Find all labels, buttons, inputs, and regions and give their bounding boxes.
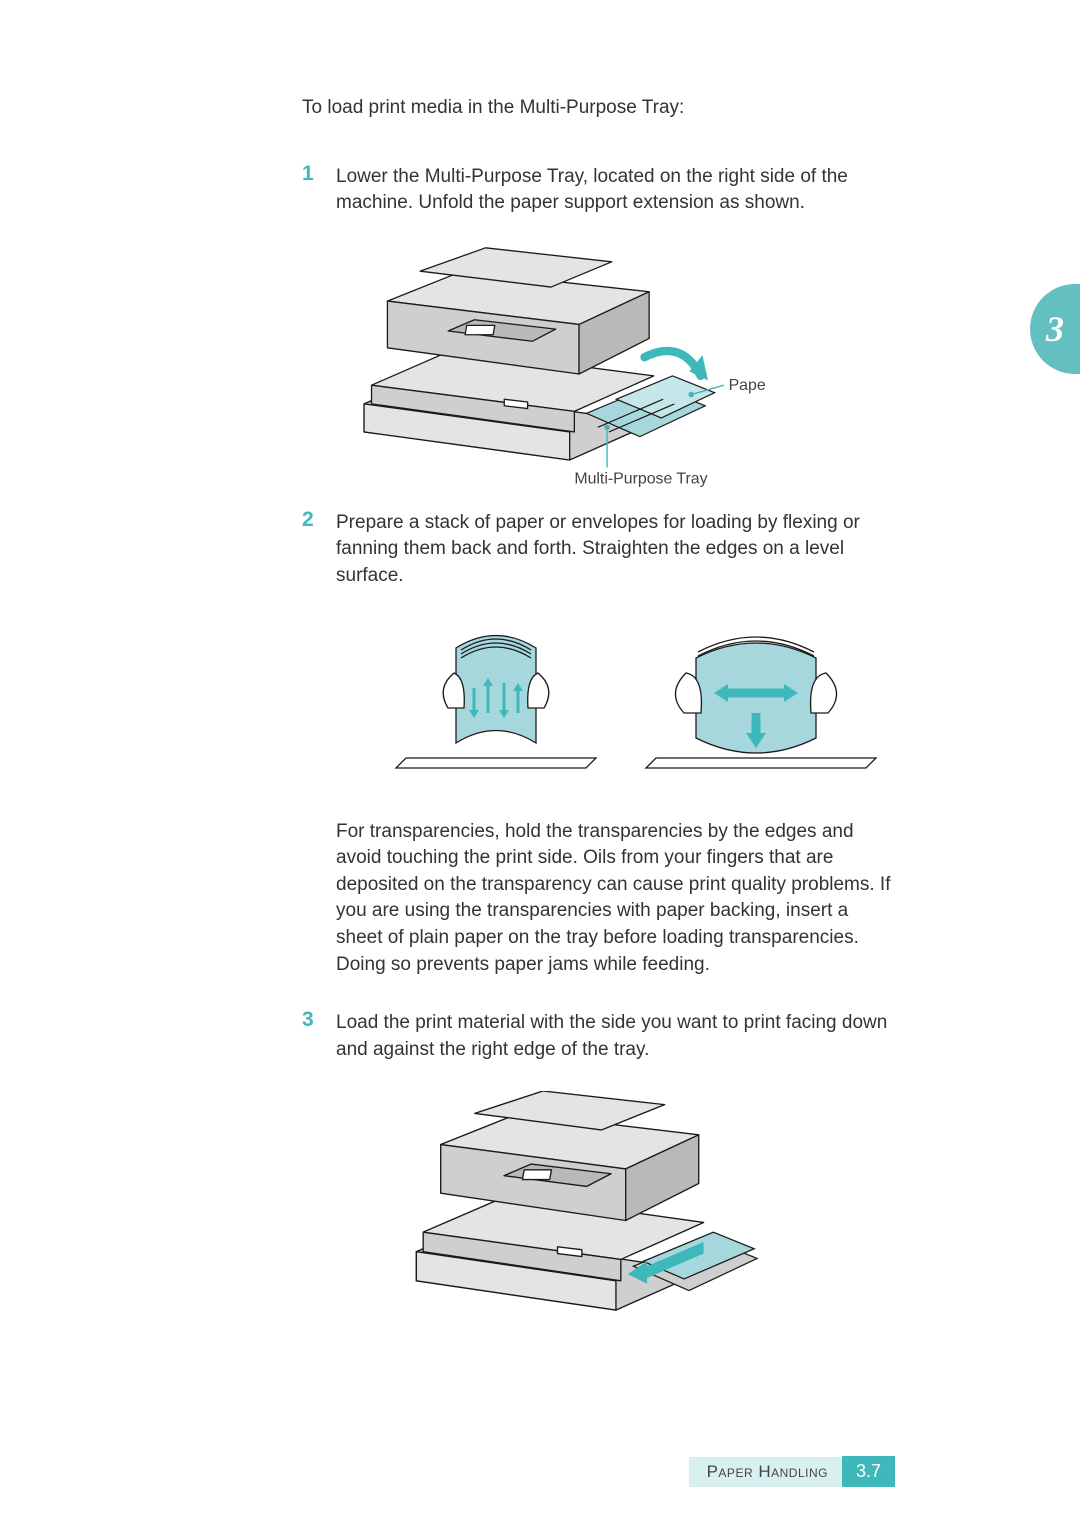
callout-paper-support: Paper support xyxy=(729,377,766,394)
chapter-tab: 3 xyxy=(1030,284,1080,374)
figure-flex-paper xyxy=(336,618,896,793)
transparency-note: For transparencies, hold the transparenc… xyxy=(302,819,892,979)
figure-load-paper xyxy=(392,1091,762,1325)
callout-mp-tray: Multi-Purpose Tray xyxy=(574,470,707,487)
page-footer: Paper Handling 3.7 xyxy=(0,1456,1080,1487)
step-number: 3 xyxy=(302,1008,314,1032)
step-3: 3 Load the print material with the side … xyxy=(302,1010,892,1063)
step-text: Lower the Multi-Purpose Tray, located on… xyxy=(336,164,892,217)
footer-page-number: 3.7 xyxy=(842,1456,895,1487)
step-2: 2 Prepare a stack of paper or envelopes … xyxy=(302,510,892,590)
footer-section: Paper Handling xyxy=(689,1457,842,1487)
step-number: 2 xyxy=(302,508,314,532)
step-1: 1 Lower the Multi-Purpose Tray, located … xyxy=(302,164,892,217)
figure-printer-tray: Paper support Multi-Purpose Tray xyxy=(336,245,766,488)
step-text: Prepare a stack of paper or envelopes fo… xyxy=(336,510,892,590)
step-text: Load the print material with the side yo… xyxy=(336,1010,892,1063)
page-content: To load print media in the Multi-Purpose… xyxy=(302,95,892,1347)
step-number: 1 xyxy=(302,162,314,186)
intro-text: To load print media in the Multi-Purpose… xyxy=(302,95,892,122)
chapter-number: 3 xyxy=(1046,308,1064,350)
